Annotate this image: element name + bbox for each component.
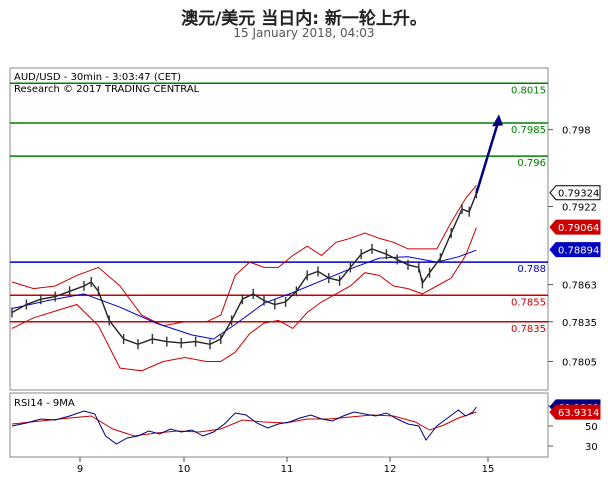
rsi-tag-63.9314-box [549,404,601,420]
price-tag-0.79064-box [549,219,601,235]
x-tick-label-15: 15 [482,464,495,475]
price-tag-0.79064-text: 0.79064 [558,223,599,234]
rsi-panel-frame [9,392,549,458]
y-tick-label-0.7863: 0.7863 [562,281,597,292]
level-label-0.796: 0.796 [517,158,546,169]
price-tag-0.79324-text: 0.79324 [558,189,599,200]
x-tick-label-11: 11 [281,464,294,475]
rsi-tick-label-30: 30 [585,442,598,453]
y-tick-label-0.7922: 0.7922 [562,202,597,213]
main-panel-frame [9,67,549,391]
level-label-0.788: 0.788 [517,264,546,275]
level-label-0.7985: 0.7985 [511,125,546,136]
rsi-line [11,406,477,445]
level-label-0.7855: 0.7855 [511,297,546,308]
forecast-arrow-line [475,122,500,194]
price-tag-0.78894-box [549,242,601,258]
instrument-label: AUD/USD - 30min - 3:03:47 (CET) [14,72,181,83]
x-tick-label-9: 9 [77,464,83,475]
level-label-0.8015: 0.8015 [511,85,546,96]
rsi-tag-63.9314-text: 63.9314 [558,408,599,419]
research-label: Research © 2017 TRADING CENTRAL [14,84,200,95]
page-subtitle: 15 January 2018, 04:03 [233,26,375,40]
bollinger-lower-line [11,227,477,372]
x-tick-label-12: 12 [384,464,397,475]
price-tag-0.78894-text: 0.78894 [558,246,599,257]
rsi-ma-line [11,411,477,437]
price-tag-0.79324-box [549,185,601,201]
y-tick-label-0.7835: 0.7835 [562,318,597,329]
rsi-label: RSI14 - 9MA [14,398,75,409]
x-tick-label-10: 10 [178,464,191,475]
page-title: 澳元/美元 当日内: 新一轮上升。 [181,9,427,29]
rsi-tick-label-50: 50 [585,422,598,433]
y-tick-label-0.798: 0.798 [562,126,591,137]
y-tick-label-0.7805: 0.7805 [562,358,597,369]
bollinger-upper-line [11,184,477,327]
level-label-0.7835: 0.7835 [511,324,546,335]
forecast-arrow-head [492,114,503,127]
